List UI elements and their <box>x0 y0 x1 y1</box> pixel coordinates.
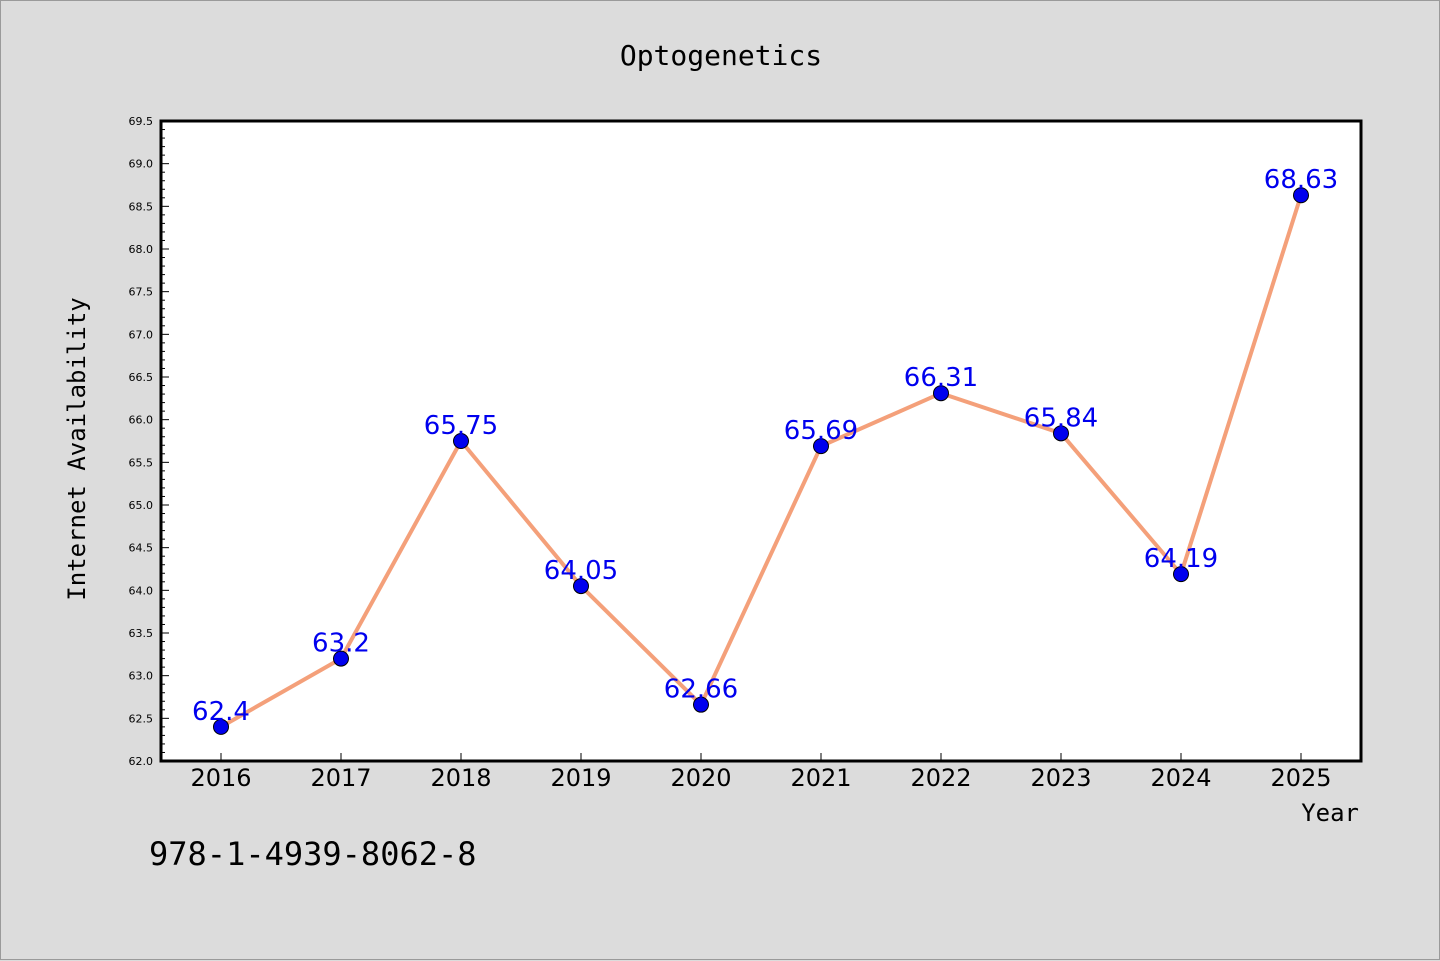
x-tick-label: 2021 <box>790 764 851 792</box>
x-tick-label: 2020 <box>670 764 731 792</box>
y-axis-label: Internet Availability <box>63 297 91 600</box>
y-tick-label: 68.0 <box>129 243 154 256</box>
data-label: 62.4 <box>192 697 250 727</box>
y-tick-label: 65.5 <box>129 456 154 469</box>
x-tick-label: 2022 <box>910 764 971 792</box>
x-tick-label: 2024 <box>1150 764 1211 792</box>
y-tick-label: 64.0 <box>129 584 154 597</box>
data-point <box>693 696 709 713</box>
x-tick-label: 2023 <box>1030 764 1091 792</box>
y-tick-label: 65.0 <box>129 499 154 512</box>
y-tick-label: 66.5 <box>129 371 154 384</box>
data-label: 62.66 <box>664 675 738 705</box>
data-point <box>813 438 829 455</box>
y-tick-label: 67.0 <box>129 328 154 341</box>
y-tick-label: 63.5 <box>129 627 154 640</box>
plot-area <box>161 121 1361 761</box>
x-tick-label: 2016 <box>190 764 251 792</box>
y-tick-label: 63.0 <box>129 670 154 683</box>
data-point <box>573 578 589 595</box>
data-label: 65.69 <box>784 416 858 446</box>
data-label: 64.05 <box>544 556 618 586</box>
data-label: 64.19 <box>1144 544 1218 574</box>
x-tick-label: 2019 <box>550 764 611 792</box>
y-tick-label: 69.0 <box>129 158 154 171</box>
y-tick-label: 69.5 <box>129 115 154 128</box>
x-tick-label: 2018 <box>430 764 491 792</box>
isbn-annotation: 978-1-4939-8062-8 <box>149 835 477 873</box>
data-point <box>213 718 229 735</box>
y-tick-label: 67.5 <box>129 286 154 299</box>
x-axis-label: Year <box>1301 799 1359 827</box>
data-label: 65.84 <box>1024 403 1098 433</box>
data-point <box>1293 187 1309 204</box>
x-tick-label: 2025 <box>1270 764 1331 792</box>
data-label: 66.31 <box>904 363 978 393</box>
data-label: 68.63 <box>1264 165 1338 195</box>
data-markers <box>213 187 1309 735</box>
chart-title: Optogenetics <box>620 39 822 72</box>
series-line <box>220 194 1303 729</box>
y-axis-ticks: 62.0 62.5 63.0 63.5 64.0 64.5 65.0 65.5 66.0 66.5… <box>129 115 169 768</box>
x-tick-label: 2017 <box>310 764 371 792</box>
data-point <box>333 650 349 667</box>
data-point <box>1173 566 1189 583</box>
data-point <box>1053 425 1069 442</box>
data-point <box>933 385 949 402</box>
data-point <box>453 433 469 449</box>
y-tick-label: 62.5 <box>129 712 154 725</box>
data-label: 63.2 <box>312 629 370 659</box>
y-tick-label: 62.0 <box>129 755 154 768</box>
y-tick-label: 68.5 <box>129 200 154 213</box>
y-tick-label: 66.0 <box>129 414 154 427</box>
data-label: 65.75 <box>424 411 498 441</box>
data-labels: 62.4 63.2 65.75 64.05 62.66 65.69 66.31 65.84 64… <box>192 165 1338 727</box>
y-tick-label: 64.5 <box>129 542 154 555</box>
plot-border <box>159 119 1363 763</box>
